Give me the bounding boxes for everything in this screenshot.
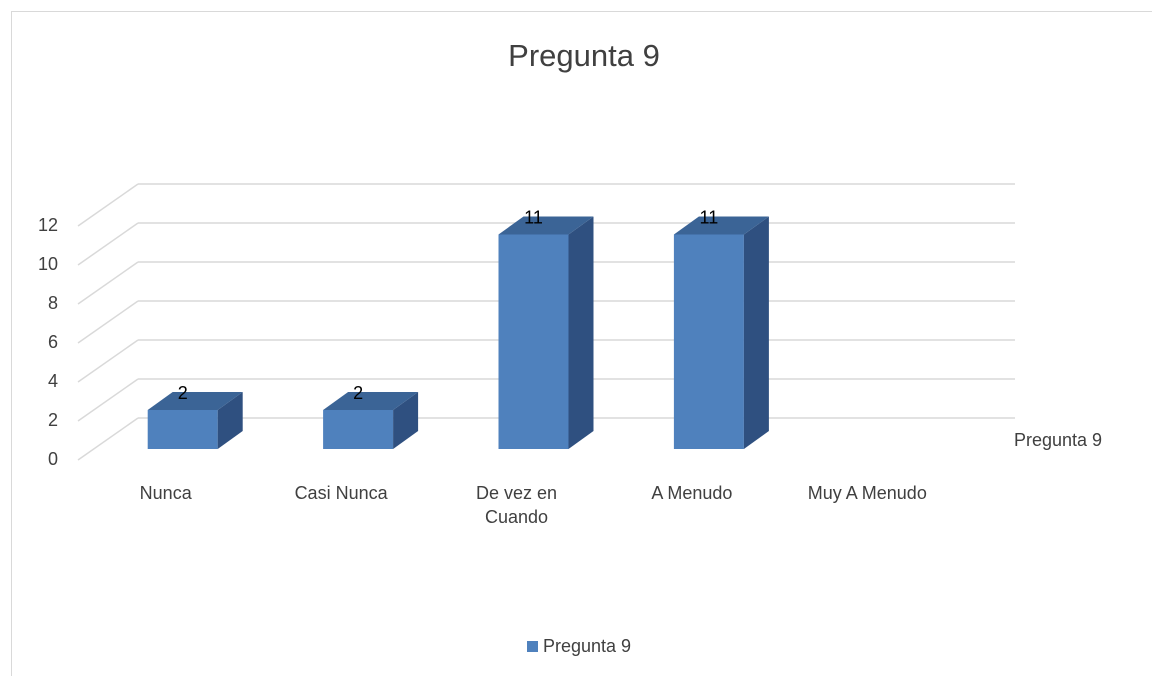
- grid-line: [77, 417, 139, 461]
- y-tick-label: 12: [38, 215, 58, 235]
- x-tick-label: De vez en Cuando: [475, 483, 558, 527]
- bar-side: [393, 392, 419, 449]
- data-label: 2: [178, 383, 188, 403]
- bar-top: [673, 216, 769, 235]
- legend-swatch: [527, 641, 538, 652]
- depth-axis-label: Pregunta 9: [1014, 430, 1102, 450]
- y-tick-label: 2: [48, 410, 58, 430]
- bar-front: [147, 410, 218, 449]
- bar-front: [673, 234, 744, 449]
- y-tick-label: 0: [48, 449, 58, 469]
- x-tick-label: A Menudo: [651, 483, 733, 503]
- grid-line: [77, 300, 139, 344]
- bar-front: [498, 234, 569, 449]
- y-tick-label: 10: [38, 254, 58, 274]
- bar-side: [568, 216, 594, 449]
- grid-line: [77, 378, 139, 422]
- data-label: 2: [353, 383, 363, 403]
- bar-top: [498, 216, 594, 235]
- x-tick-label: Muy A Menudo: [807, 483, 927, 503]
- grid-line: [77, 261, 139, 305]
- data-label: 11: [700, 207, 719, 227]
- grid-line: [77, 339, 139, 383]
- chart-border: [11, 11, 1152, 676]
- bar-top: [147, 392, 243, 410]
- bar-top: [323, 392, 419, 410]
- grid-line: [77, 222, 139, 266]
- data-label: 11: [524, 207, 543, 227]
- bar-front: [323, 410, 394, 449]
- bar-side: [743, 216, 769, 449]
- y-tick-label: 6: [48, 332, 58, 352]
- legend-label: Pregunta 9: [543, 636, 631, 656]
- y-tick-label: 8: [48, 293, 58, 313]
- chart-title: Pregunta 9: [508, 38, 660, 73]
- y-tick-label: 4: [48, 371, 58, 391]
- bar-side: [217, 392, 243, 449]
- grid-line: [77, 183, 139, 227]
- x-tick-label: Nunca: [139, 483, 192, 503]
- x-tick-label: Casi Nunca: [294, 483, 388, 503]
